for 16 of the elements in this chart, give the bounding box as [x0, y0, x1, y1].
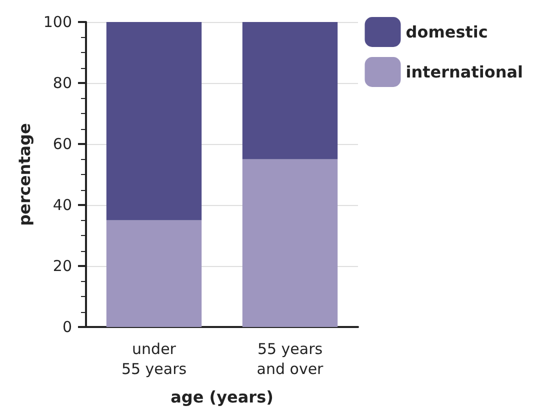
x-tick-label: 55 years and over: [256, 340, 324, 378]
legend-label: international: [406, 62, 523, 82]
y-tick-label: 60: [52, 135, 72, 153]
bar: [242, 22, 338, 160]
y-tick-label: 20: [52, 257, 72, 275]
bar: [106, 22, 202, 220]
y-tick-label: 80: [52, 74, 72, 92]
y-tick-label: 100: [43, 13, 72, 31]
bar: [106, 220, 202, 327]
y-axis-title: percentage: [14, 123, 34, 226]
y-tick-label: 0: [62, 318, 72, 336]
bar: [242, 159, 338, 327]
legend-label: domestic: [406, 22, 488, 42]
x-tick-label: under 55 years: [121, 340, 187, 378]
y-tick-label: 40: [52, 196, 72, 214]
x-axis-title: age (years): [170, 388, 274, 406]
